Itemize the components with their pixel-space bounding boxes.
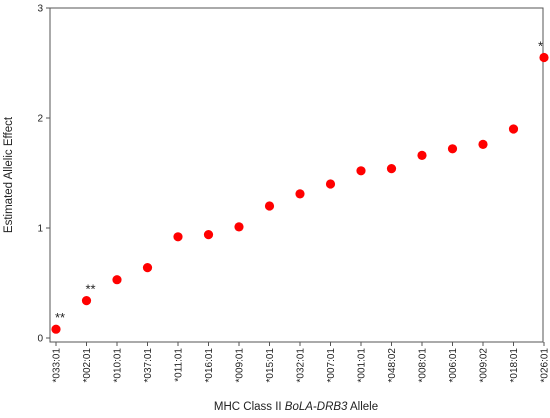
plot-area [49,7,544,343]
x-tick-label: *011:01 [174,348,185,382]
data-point [203,230,214,240]
data-point [112,275,122,285]
data-point [447,144,458,154]
data-point [356,166,366,176]
x-axis: *033:01 *002:01 *010:01 *037:01 *011:01 *016:… [52,342,550,382]
x-tick-label: *032:01 [296,348,307,383]
data-point [264,201,275,211]
y-tick-label: 3 [37,4,43,15]
data-point [325,179,336,189]
x-tick-label: *033:01 [52,348,63,383]
data-point [142,263,153,273]
x-axis-title-suffix: Allele [347,401,378,413]
x-axis-title-prefix: MHC Class II [214,401,285,413]
x-tick-label: *037:01 [143,348,154,383]
y-axis-title: Estimated Allelic Effect [3,116,15,233]
data-point [234,222,244,232]
x-tick-label: *009:02 [479,348,490,383]
x-tick-label: *048:02 [387,348,398,383]
data-point [295,189,305,199]
x-tick-label: *009:01 [235,348,246,383]
significance-annotation: * [538,39,543,54]
significance-annotation: ** [55,310,65,325]
x-tick-label: *015:01 [265,348,276,383]
data-point [417,150,427,160]
x-tick-label: *016:01 [204,348,215,383]
x-tick-label: *026:01 [540,348,550,383]
data-point [51,324,61,334]
x-axis-title: MHC Class II BoLA-DRB3 Allele [214,401,378,413]
x-tick-label: *001:01 [357,348,368,383]
data-point [508,124,519,134]
y-tick-label: 0 [37,334,43,345]
x-tick-label: *002:01 [82,348,93,383]
x-tick-label: *006:01 [448,348,459,383]
x-tick-label: *008:01 [418,348,429,383]
data-point [81,296,92,306]
data-point [478,139,488,149]
x-tick-label: *007:01 [326,348,337,383]
data-points [51,52,549,334]
data-point [386,164,397,174]
x-tick-label: *018:01 [509,348,520,383]
y-tick-label: 2 [37,114,43,125]
annotations: ***** [55,39,543,326]
x-axis-title-italic: BoLA-DRB3 [285,401,348,413]
y-tick-label: 1 [37,224,43,235]
data-point [173,232,183,242]
x-tick-label: *010:01 [113,348,124,383]
significance-annotation: ** [86,282,96,297]
y-axis: 0 1 2 3 [37,4,50,345]
data-point [539,52,549,63]
